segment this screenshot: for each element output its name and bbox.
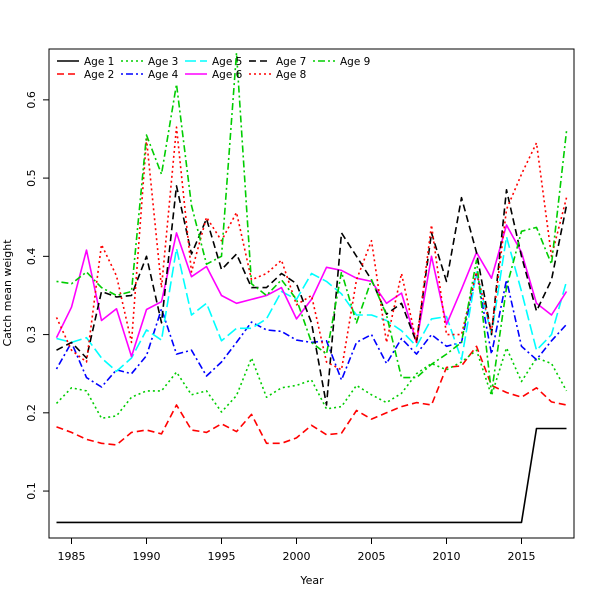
x-tick-label: 2010 xyxy=(433,550,461,563)
legend-label-age-8: Age 8 xyxy=(276,69,306,81)
legend-label-age-9: Age 9 xyxy=(340,56,370,68)
series-line-age-3 xyxy=(55,347,568,420)
x-tick-label: 2000 xyxy=(283,550,311,563)
legend-label-age-4: Age 4 xyxy=(148,69,179,81)
x-tick-label: 1995 xyxy=(208,550,236,563)
legend-label-age-3: Age 3 xyxy=(148,56,178,68)
x-tick-label: 2015 xyxy=(508,550,536,563)
x-tick-label: 2005 xyxy=(358,550,386,563)
y-tick-label: 0.1 xyxy=(25,482,38,500)
legend-label-age-6: Age 6 xyxy=(212,69,243,81)
series-line-age-5 xyxy=(56,236,568,373)
y-tick-label: 0.6 xyxy=(25,91,38,109)
legend-label-age-5: Age 5 xyxy=(212,56,242,68)
legend-label-age-7: Age 7 xyxy=(276,56,306,68)
plot-frame xyxy=(48,48,575,539)
y-tick-label: 0.5 xyxy=(25,169,38,187)
legend-label-age-2: Age 2 xyxy=(84,69,114,81)
series-line-age-4 xyxy=(55,271,568,388)
x-tick-label: 1990 xyxy=(133,550,161,563)
x-axis-title: Year xyxy=(299,574,324,587)
series-line-age-6 xyxy=(55,224,568,358)
y-tick-label: 0.3 xyxy=(25,326,38,344)
series-line-age-7 xyxy=(56,185,568,406)
series-line-age-1 xyxy=(56,427,567,524)
series-line-age-8 xyxy=(55,126,568,371)
y-tick-label: 0.2 xyxy=(25,404,38,422)
series-line-age-2 xyxy=(56,345,567,446)
series-line-age-9 xyxy=(56,52,568,395)
legend-label-age-1: Age 1 xyxy=(84,56,114,68)
y-axis-title: Catch mean weight xyxy=(1,239,14,347)
y-axis: 0.1 0.2 0.3 0.4 0.5 0.6 xyxy=(25,91,49,500)
x-tick-label: 1985 xyxy=(58,550,86,563)
y-tick-label: 0.4 xyxy=(25,248,38,266)
x-axis: 1985 1990 1995 2000 2005 2010 2015 xyxy=(58,538,536,563)
series-layer xyxy=(55,52,568,524)
